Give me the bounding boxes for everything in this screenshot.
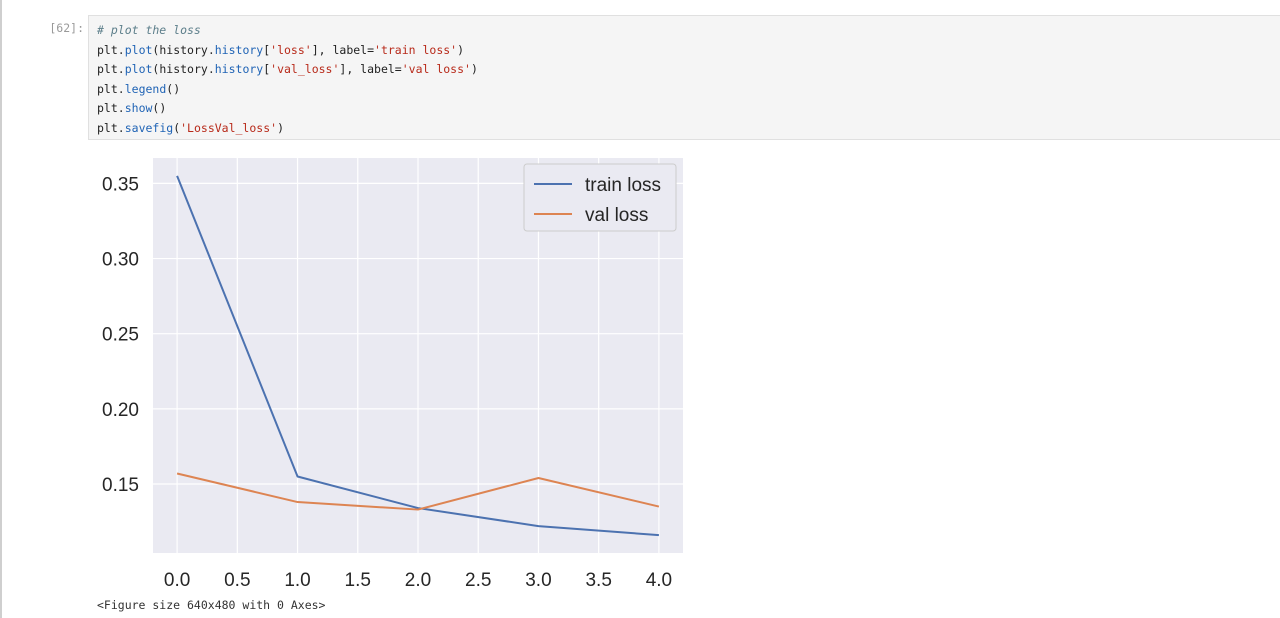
x-tick-label: 2.0 bbox=[405, 570, 431, 590]
y-tick-label: 0.30 bbox=[102, 250, 139, 271]
code-token: savefig bbox=[124, 120, 174, 135]
code-line: plt.show() bbox=[97, 99, 1280, 119]
code-token: ) bbox=[470, 62, 478, 76]
x-tick-label: 2.5 bbox=[465, 570, 491, 590]
code-token: ( bbox=[173, 120, 181, 135]
code-token: history bbox=[214, 42, 264, 57]
cell-selection-rule bbox=[0, 0, 2, 618]
x-tick-label: 0.0 bbox=[164, 570, 190, 590]
code-token: history bbox=[214, 62, 264, 76]
code-token: 'train loss' bbox=[374, 42, 458, 57]
code-line: # plot the loss bbox=[97, 21, 1280, 41]
legend-label: val loss bbox=[585, 205, 648, 226]
code-token: (history bbox=[152, 62, 208, 76]
cell-prompt: [62]: bbox=[49, 21, 84, 35]
x-tick-label: 3.5 bbox=[585, 570, 611, 590]
figure-size-text: <Figure size 640x480 with 0 Axes> bbox=[97, 598, 326, 612]
code-token: . bbox=[117, 81, 125, 96]
cell-output: 0.0 0.5 1.0 1.5 2.0 2.5 3.0 3.5 4.0 0.15 0.20 0.25 0… bbox=[88, 150, 708, 594]
code-token: . bbox=[117, 42, 125, 57]
x-tick-label: 1.5 bbox=[345, 570, 371, 590]
tick-labels: 0.0 0.5 1.0 1.5 2.0 2.5 3.0 3.5 4.0 0.15 0.20 0.25 0… bbox=[102, 174, 672, 591]
code-token: (history bbox=[152, 42, 208, 57]
series-lines bbox=[176, 175, 660, 537]
y-tick-label: 0.15 bbox=[102, 475, 139, 496]
code-lines: # plot the loss plt.plot(history.history[… bbox=[97, 21, 1280, 138]
code-token: () bbox=[152, 101, 167, 115]
code-token: plot bbox=[124, 62, 153, 76]
loss-chart: 0.0 0.5 1.0 1.5 2.0 2.5 3.0 3.5 4.0 0.15 0.20 0.25 0… bbox=[102, 158, 683, 591]
code-line: plt.plot(history.history['loss'], label=… bbox=[97, 41, 1280, 61]
y-tick-label: 0.35 bbox=[102, 174, 139, 195]
code-line: plt.savefig('LossVal_loss') bbox=[97, 119, 1280, 139]
code-token: . bbox=[207, 42, 215, 57]
legend-label: train loss bbox=[585, 175, 661, 196]
x-tick-label: 4.0 bbox=[646, 570, 672, 590]
code-token: legend bbox=[124, 81, 167, 96]
code-token: ) bbox=[277, 120, 284, 135]
code-token: show bbox=[124, 101, 153, 115]
code-line: plt.legend() bbox=[97, 80, 1280, 100]
code-token: # plot the loss bbox=[97, 23, 201, 37]
code-token: plt bbox=[97, 81, 118, 96]
code-cell-input[interactable]: # plot the loss plt.plot(history.history[… bbox=[88, 15, 1280, 140]
x-tick-label: 1.0 bbox=[284, 570, 310, 590]
code-token: plt bbox=[97, 62, 118, 76]
x-tick-label: 3.0 bbox=[525, 570, 551, 590]
code-token: [ bbox=[263, 62, 271, 76]
code-token: ) bbox=[457, 42, 465, 57]
code-token: plt bbox=[97, 101, 118, 115]
code-token: . bbox=[117, 62, 125, 76]
code-token: plt bbox=[97, 120, 118, 135]
y-tick-label: 0.25 bbox=[102, 325, 139, 346]
code-token: 'LossVal_loss' bbox=[180, 120, 278, 135]
y-tick-label: 0.20 bbox=[102, 400, 139, 421]
x-tick-label: 0.5 bbox=[224, 570, 250, 590]
code-token: plt bbox=[97, 42, 118, 57]
code-token: ], label= bbox=[339, 62, 402, 76]
code-token: plot bbox=[124, 42, 153, 57]
code-token: [ bbox=[263, 42, 271, 57]
code-token: () bbox=[166, 81, 181, 96]
code-token: . bbox=[207, 62, 215, 76]
code-token: 'loss' bbox=[270, 42, 312, 57]
code-token: . bbox=[117, 120, 125, 135]
code-token: 'val_loss' bbox=[270, 62, 340, 76]
code-token: . bbox=[117, 101, 125, 115]
legend: train loss val loss bbox=[523, 163, 677, 232]
code-token: 'val loss' bbox=[401, 62, 471, 76]
code-line: plt.plot(history.history['val_loss'], la… bbox=[97, 60, 1280, 80]
code-token: ], label= bbox=[311, 42, 375, 57]
